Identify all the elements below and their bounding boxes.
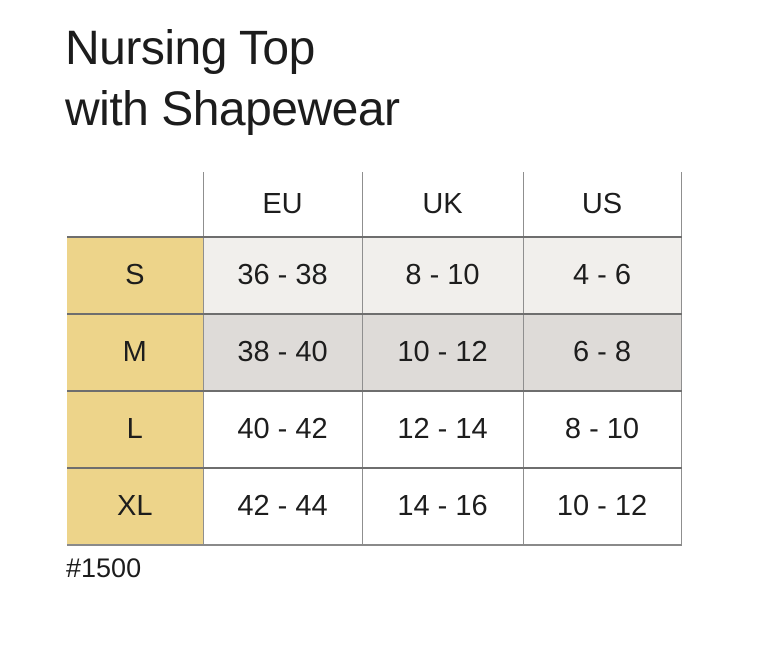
table-row-s: S 36 - 38 8 - 10 4 - 6 xyxy=(67,237,682,314)
column-header-uk: UK xyxy=(361,172,523,237)
cell-m-uk: 10 - 12 xyxy=(361,314,523,391)
style-number: #1500 xyxy=(66,553,142,583)
size-label-xl: XL xyxy=(67,468,203,545)
column-header-us: US xyxy=(522,172,682,237)
cell-s-eu: 36 - 38 xyxy=(202,237,362,314)
table-header-row: EU UK US xyxy=(67,172,682,237)
size-label-s: S xyxy=(67,237,203,314)
size-label-l: L xyxy=(67,391,203,468)
corner-cell xyxy=(67,172,203,237)
cell-l-uk: 12 - 14 xyxy=(361,391,523,468)
cell-s-us: 4 - 6 xyxy=(522,237,682,314)
size-chart-table: EU UK US S 36 - 38 8 - 10 4 - 6 M 38 - 4… xyxy=(67,172,682,546)
table-row-m: M 38 - 40 10 - 12 6 - 8 xyxy=(67,314,682,391)
cell-l-us: 8 - 10 xyxy=(522,391,682,468)
cell-s-uk: 8 - 10 xyxy=(361,237,523,314)
cell-m-eu: 38 - 40 xyxy=(202,314,362,391)
page-title-line-2: with Shapewear xyxy=(65,83,400,136)
cell-xl-uk: 14 - 16 xyxy=(361,468,523,545)
cell-l-eu: 40 - 42 xyxy=(202,391,362,468)
size-label-m: M xyxy=(67,314,203,391)
column-header-eu: EU xyxy=(202,172,362,237)
page-title: Nursing Top with Shapewear xyxy=(65,18,400,140)
page-title-line-1: Nursing Top xyxy=(65,22,315,75)
cell-xl-eu: 42 - 44 xyxy=(202,468,362,545)
cell-xl-us: 10 - 12 xyxy=(522,468,682,545)
table-row-xl: XL 42 - 44 14 - 16 10 - 12 xyxy=(67,468,682,545)
cell-m-us: 6 - 8 xyxy=(522,314,682,391)
table-row-l: L 40 - 42 12 - 14 8 - 10 xyxy=(67,391,682,468)
